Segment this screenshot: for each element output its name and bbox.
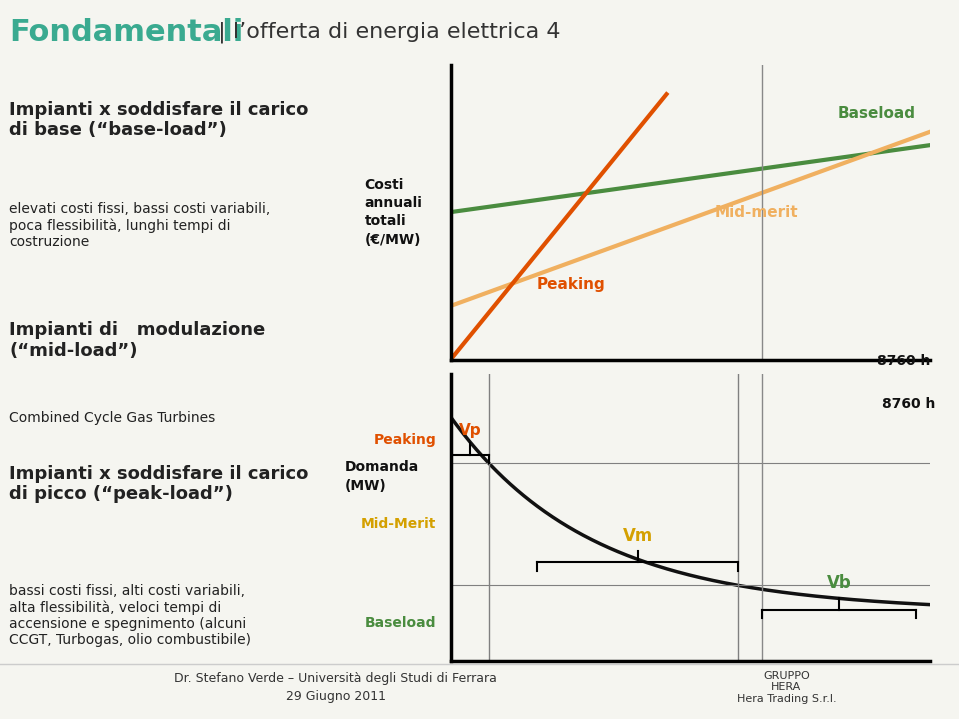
Text: Dr. Stefano Verde – Università degli Studi di Ferrara
29 Giugno 2011: Dr. Stefano Verde – Università degli Stu… — [175, 672, 497, 703]
Text: elevati costi fissi, bassi costi variabili,
poca flessibilità, lunghi tempi di
c: elevati costi fissi, bassi costi variabi… — [9, 202, 270, 249]
Text: Impianti x soddisfare il carico
di picco (“peak-load”): Impianti x soddisfare il carico di picco… — [9, 464, 309, 503]
Text: Mid-Merit: Mid-Merit — [361, 518, 436, 531]
Text: Impianti di   modulazione
(“mid-load”): Impianti di modulazione (“mid-load”) — [9, 321, 266, 360]
Text: 8760 h: 8760 h — [877, 354, 930, 368]
Text: Peaking: Peaking — [537, 277, 606, 292]
Text: Costi
annuali
totali
(€/MW): Costi annuali totali (€/MW) — [364, 178, 422, 247]
Text: Impianti x soddisfare il carico
di base (“base-load”): Impianti x soddisfare il carico di base … — [9, 101, 309, 139]
Text: bassi costi fissi, alti costi variabili,
alta flessibilità, veloci tempi di
acce: bassi costi fissi, alti costi variabili,… — [9, 584, 251, 647]
Text: Vm: Vm — [622, 527, 653, 545]
Text: | l’offerta di energia elettrica 4: | l’offerta di energia elettrica 4 — [211, 22, 560, 43]
Text: Fondamentali: Fondamentali — [10, 18, 244, 47]
Text: Vp: Vp — [458, 423, 481, 438]
Text: 8760 h: 8760 h — [881, 397, 935, 411]
Text: GRUPPO
HERA
Hera Trading S.r.l.: GRUPPO HERA Hera Trading S.r.l. — [737, 671, 836, 704]
Text: Baseload: Baseload — [838, 106, 916, 121]
Text: Domanda
(MW): Domanda (MW) — [345, 460, 419, 493]
Text: Peaking: Peaking — [374, 434, 436, 447]
Text: Combined Cycle Gas Turbines: Combined Cycle Gas Turbines — [9, 411, 215, 425]
Text: Vb: Vb — [827, 574, 852, 592]
Text: Baseload: Baseload — [364, 616, 436, 631]
Text: Mid-merit: Mid-merit — [714, 205, 798, 219]
